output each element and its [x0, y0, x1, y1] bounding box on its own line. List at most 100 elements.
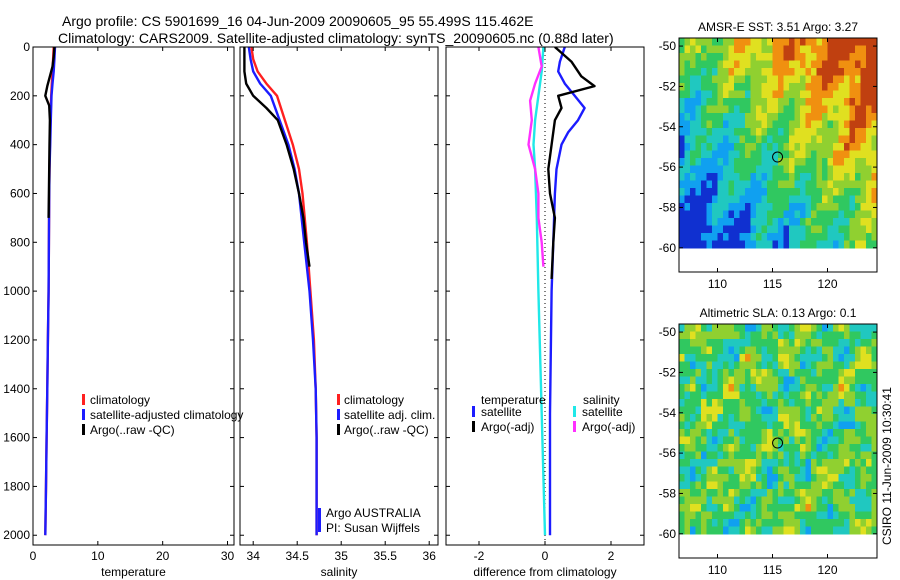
heatmap-cell: [706, 353, 713, 363]
heatmap-cell: [794, 406, 801, 415]
heatmap-cell: [734, 105, 741, 114]
heatmap-cell: [871, 210, 878, 219]
heatmap-cell: [816, 150, 823, 159]
heatmap-cell: [684, 391, 691, 400]
heatmap-cell: [723, 518, 730, 527]
heatmap-cell: [805, 135, 812, 144]
heatmap-cell: [734, 150, 741, 159]
heatmap-cell: [734, 518, 741, 527]
heatmap-cell: [772, 172, 779, 181]
heatmap-cell: [717, 331, 724, 340]
heatmap-cell: [855, 127, 862, 136]
heatmap-cell: [756, 38, 763, 47]
heatmap-cell: [816, 353, 823, 363]
heatmap-cell: [800, 413, 807, 422]
heatmap-cell: [822, 135, 829, 144]
heatmap-cell: [761, 52, 768, 62]
heatmap-cell: [772, 338, 779, 348]
heatmap-cell: [739, 324, 746, 333]
heatmap-cell: [805, 195, 812, 204]
heatmap-cell: [805, 353, 812, 363]
heatmap-cell: [739, 67, 746, 77]
heatmap-cell: [734, 120, 741, 129]
heatmap-cell: [712, 60, 719, 69]
heatmap-cell: [822, 120, 829, 129]
heatmap-cell: [728, 217, 735, 226]
heatmap-cell: [816, 90, 823, 99]
heatmap-cell: [723, 142, 730, 151]
heatmap-cell: [684, 112, 691, 122]
heatmap-cell: [761, 67, 768, 77]
heatmap-cell: [827, 195, 834, 204]
heatmap-cell: [695, 331, 702, 340]
heatmap-cell: [866, 82, 873, 92]
heatmap-cell: [783, 97, 790, 107]
heatmap-cell: [794, 488, 801, 497]
heatmap-cell: [849, 353, 856, 363]
heatmap-cell: [805, 157, 812, 166]
heatmap-cell: [800, 120, 807, 129]
heatmap-cell: [739, 406, 746, 415]
heatmap-cell: [695, 518, 702, 527]
heatmap-cell: [706, 421, 713, 430]
heatmap-cell: [767, 180, 774, 189]
heatmap-cell: [734, 38, 741, 47]
heatmap-cell: [734, 458, 741, 467]
heatmap-cell: [745, 165, 752, 174]
heatmap-cell: [794, 518, 801, 527]
heatmap-cell: [789, 202, 796, 211]
heatmap-cell: [849, 361, 856, 370]
heatmap-cell: [734, 338, 741, 348]
heatmap-cell: [728, 324, 735, 333]
heatmap-cell: [684, 82, 691, 92]
heatmap-cell: [833, 202, 840, 211]
heatmap-cell: [800, 376, 807, 385]
heatmap-cell: [772, 488, 779, 497]
heatmap-cell: [789, 172, 796, 181]
heatmap-cell: [844, 75, 851, 84]
heatmap-cell: [717, 436, 724, 445]
heatmap-cell: [701, 105, 708, 114]
heatmap-cell: [844, 240, 851, 249]
heatmap-cell: [816, 368, 823, 378]
heatmap-cell: [783, 338, 790, 348]
heatmap-cell: [778, 187, 785, 196]
heatmap-cell: [816, 488, 823, 497]
heatmap-cell: [811, 202, 818, 211]
heatmap-cell: [822, 150, 829, 159]
heatmap-cell: [723, 526, 730, 535]
heatmap-cell: [756, 398, 763, 408]
heatmap-cell: [745, 120, 752, 129]
heatmap-cell: [811, 503, 818, 512]
heatmap-cell: [772, 481, 779, 490]
heatmap-cell: [827, 436, 834, 445]
heatmap-cell: [690, 180, 697, 189]
heatmap-cell: [805, 67, 812, 77]
heatmap-cell: [833, 195, 840, 204]
heatmap-cell: [695, 488, 702, 497]
heatmap-cell: [712, 466, 719, 475]
heatmap-cell: [701, 518, 708, 527]
heatmap-cell: [745, 217, 752, 226]
heatmap-cell: [767, 346, 774, 355]
heatmap-cell: [695, 511, 702, 520]
heatmap-cell: [761, 45, 768, 54]
heatmap-cell: [739, 202, 746, 211]
heatmap-cell: [871, 488, 878, 497]
heatmap-cell: [706, 97, 713, 107]
heatmap-cell: [789, 38, 796, 47]
heatmap-cell: [679, 398, 686, 408]
heatmap-cell: [866, 105, 873, 114]
heatmap-cell: [690, 97, 697, 107]
heatmap-cell: [789, 338, 796, 348]
heatmap-cell: [750, 240, 757, 249]
heatmap-cell: [684, 97, 691, 107]
heatmap-cell: [701, 526, 708, 535]
heatmap-cell: [789, 127, 796, 136]
heatmap-cell: [679, 496, 686, 505]
heatmap-cell: [794, 97, 801, 107]
heatmap-cell: [717, 466, 724, 475]
heatmap-cell: [849, 383, 856, 393]
heatmap-cell: [701, 157, 708, 166]
heatmap-cell: [761, 346, 768, 355]
